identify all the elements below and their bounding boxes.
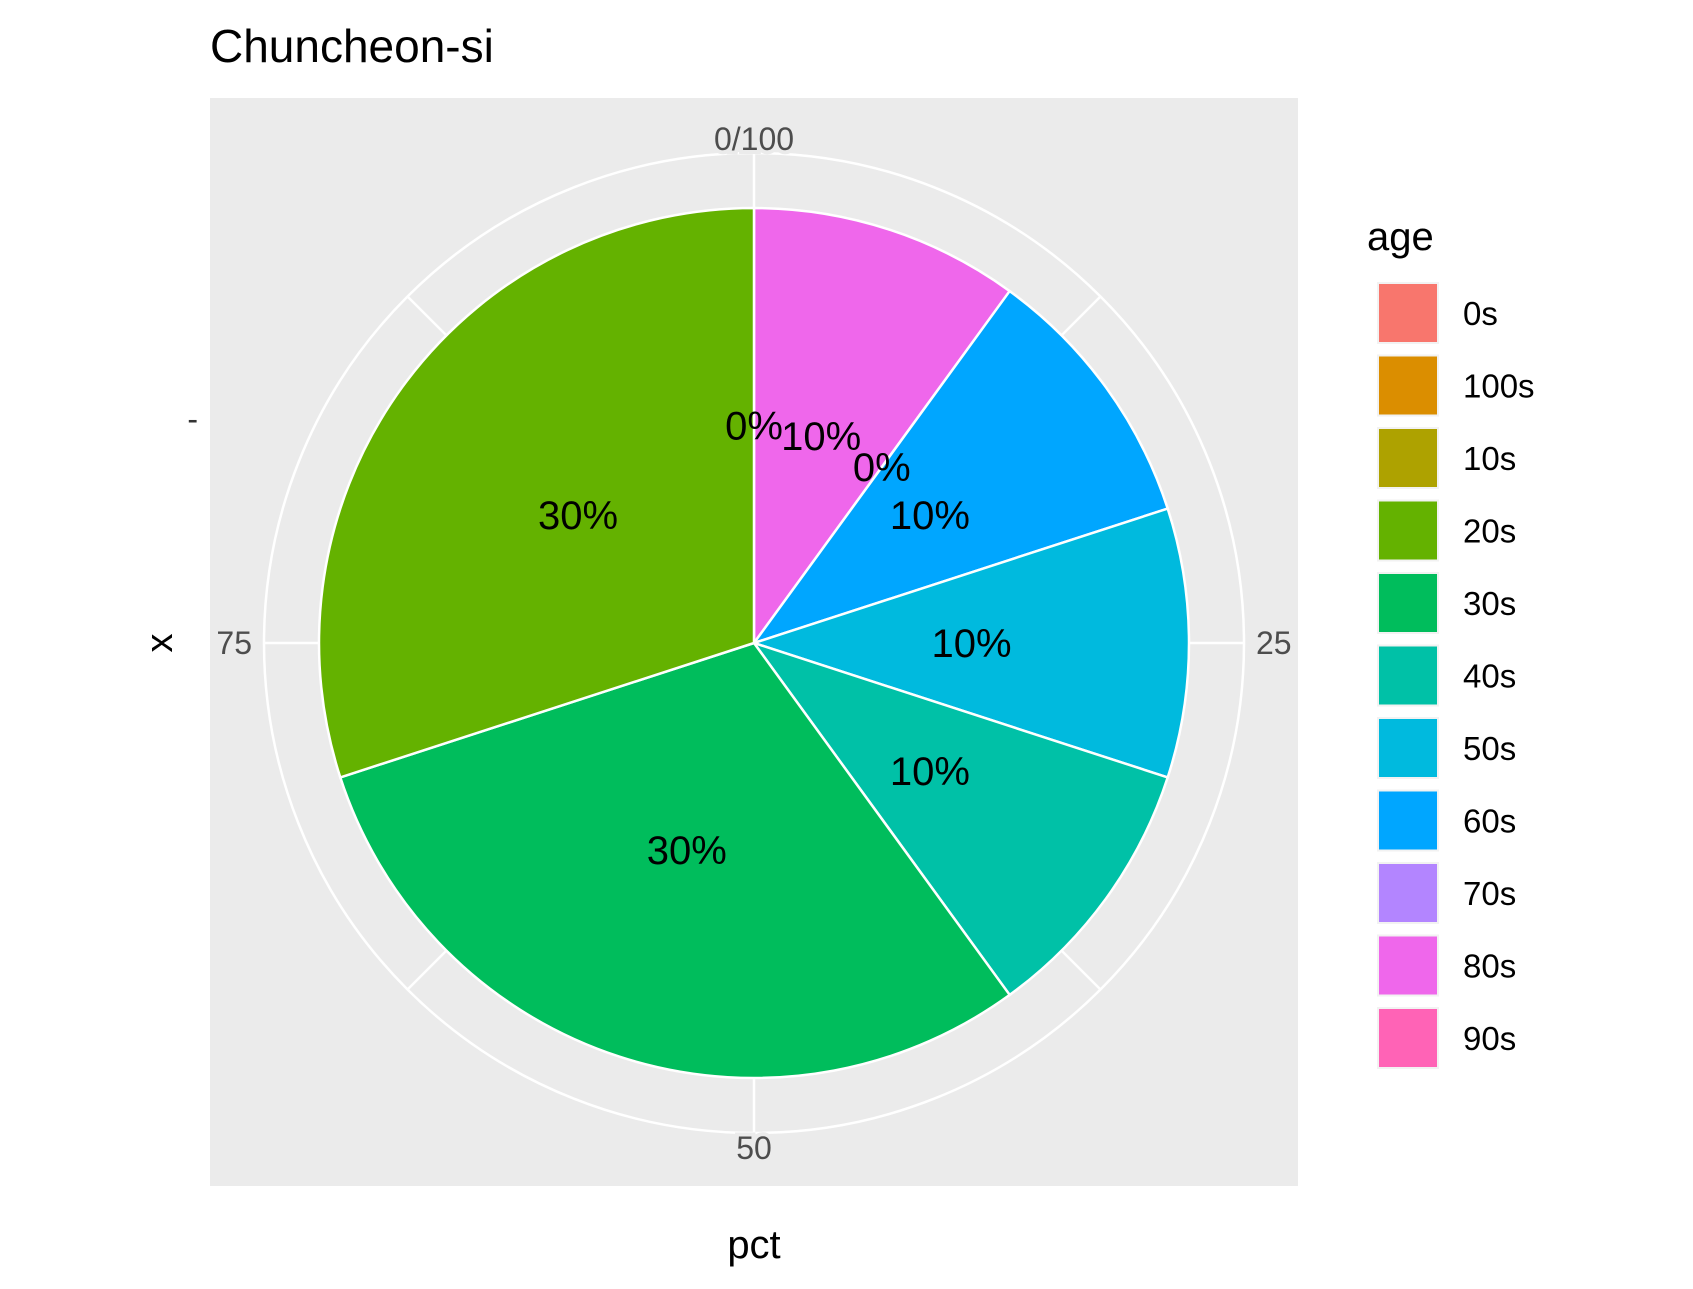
slice-label-60s: 10% bbox=[890, 494, 970, 538]
legend-key-60s bbox=[1379, 791, 1437, 850]
x-axis-title: pct bbox=[727, 1223, 780, 1267]
pie-slice-40s bbox=[750, 640, 1170, 997]
legend-key-0s bbox=[1379, 284, 1437, 342]
pie-slice-80s bbox=[752, 206, 1012, 647]
slice-label-30s: 30% bbox=[647, 829, 727, 873]
legend-key-40s bbox=[1379, 646, 1437, 705]
legend-key-20s bbox=[1379, 501, 1437, 560]
legend-key-100s bbox=[1379, 356, 1437, 415]
slice-label-50s: 10% bbox=[931, 622, 1011, 666]
slice-label-80s: 10% bbox=[781, 415, 861, 459]
legend-label-80s: 80s bbox=[1463, 948, 1516, 985]
legend-key-90s bbox=[1379, 1009, 1437, 1067]
slice-label-90s: 0% bbox=[725, 405, 783, 449]
slice-label-70s: 0% bbox=[853, 446, 911, 490]
legend-label-70s: 70s bbox=[1463, 875, 1516, 912]
slice-labels: 0%10%0%10%10%10%30%30% bbox=[538, 405, 1012, 873]
legend-key-70s bbox=[1379, 864, 1437, 922]
y-axis-tick-label: - bbox=[187, 401, 198, 437]
legend-label-30s: 30s bbox=[1463, 585, 1516, 622]
legend-label-20s: 20s bbox=[1463, 513, 1516, 550]
legend-label-0s: 0s bbox=[1463, 295, 1498, 332]
legend-key-30s bbox=[1379, 574, 1437, 632]
pie-slice-50s bbox=[749, 507, 1191, 779]
angle-tick-label: 0/100 bbox=[714, 121, 794, 157]
legend-label-10s: 10s bbox=[1463, 440, 1516, 477]
slice-label-20s: 30% bbox=[538, 494, 618, 538]
y-axis-title: x bbox=[139, 634, 181, 653]
legend: 0s 100s 10s 20s 30s 40s 50s 60s 70s 80s 90s bbox=[1377, 282, 1535, 1069]
slice-label-40s: 10% bbox=[890, 750, 970, 794]
legend-label-40s: 40s bbox=[1463, 658, 1516, 695]
legend-key-50s bbox=[1379, 719, 1437, 777]
legend-label-50s: 50s bbox=[1463, 730, 1516, 767]
pie-slice-30s bbox=[338, 641, 1012, 1080]
legend-label-60s: 60s bbox=[1463, 803, 1516, 840]
legend-key-10s bbox=[1379, 429, 1437, 487]
pie-slice-20s bbox=[317, 206, 756, 779]
angle-tick-labels: 0/100 25 50 75 bbox=[212, 117, 1295, 1170]
legend-label-90s: 90s bbox=[1463, 1020, 1516, 1057]
legend-key-80s bbox=[1379, 936, 1437, 995]
chart-title: Chuncheon-si bbox=[210, 20, 494, 72]
pie-slice-60s bbox=[750, 289, 1170, 646]
pie-slices bbox=[317, 206, 1191, 1080]
angle-tick-label: 75 bbox=[216, 625, 252, 661]
angle-tick-label: 25 bbox=[1256, 625, 1292, 661]
angle-tick-label: 50 bbox=[736, 1130, 772, 1166]
legend-label-100s: 100s bbox=[1463, 368, 1535, 405]
legend-title: age bbox=[1367, 215, 1434, 259]
